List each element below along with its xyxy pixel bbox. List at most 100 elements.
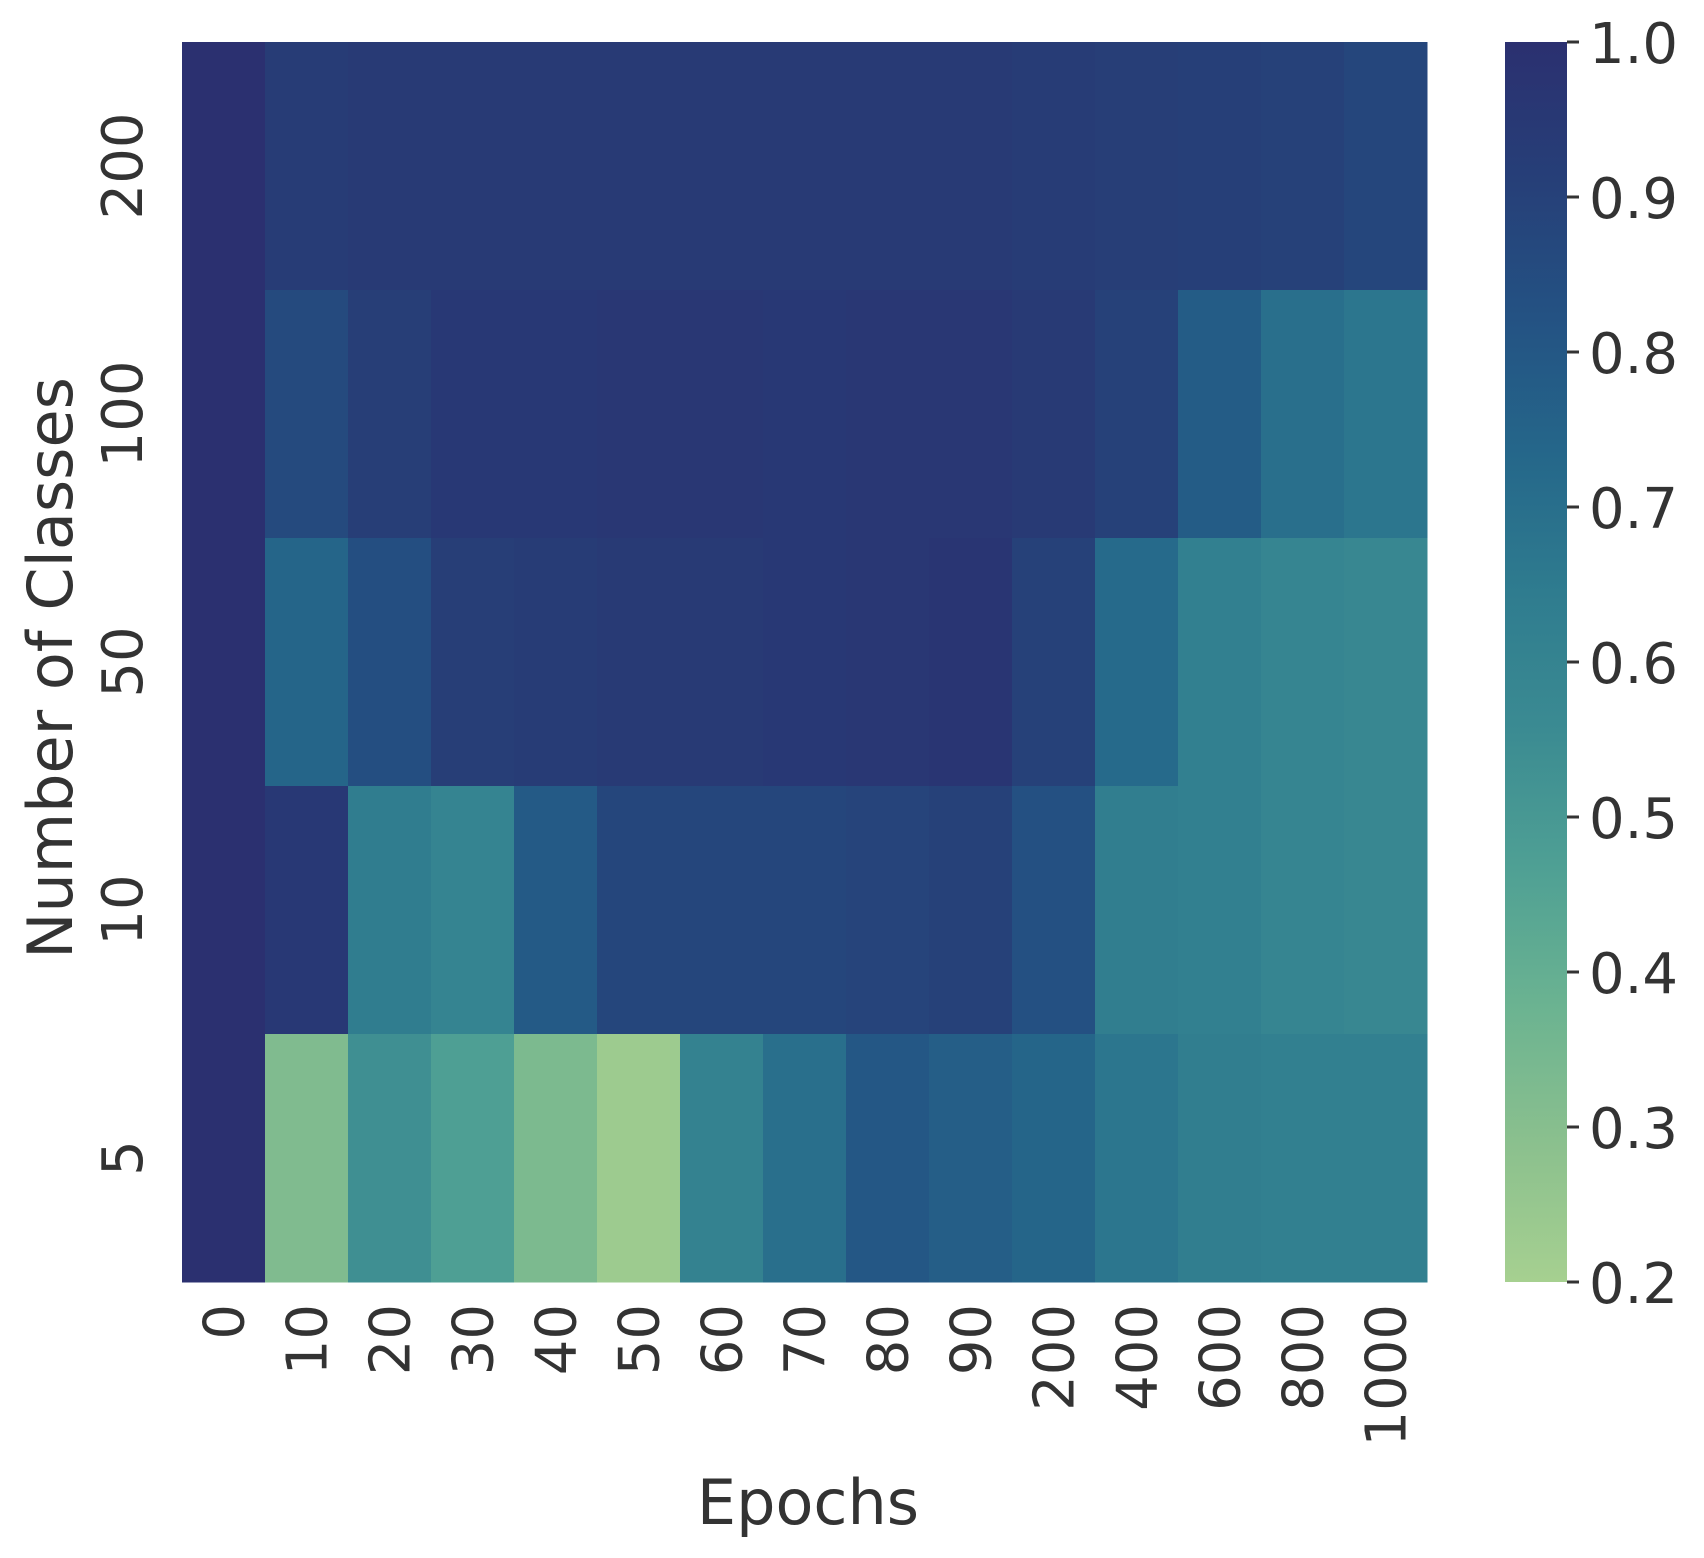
heatmap-cell xyxy=(1344,786,1428,1035)
heatmap-cells xyxy=(182,42,1428,1283)
heatmap-cell xyxy=(1178,538,1262,787)
heatmap-cell xyxy=(680,538,764,787)
colorbar-tick-label: 1.0 xyxy=(1589,12,1678,77)
colorbar-tick-label: 0.4 xyxy=(1589,942,1678,1007)
heatmap-cell xyxy=(182,1034,266,1283)
heatmap-cell xyxy=(680,786,764,1035)
heatmap-cell xyxy=(1012,290,1096,539)
x-tick-label: 60 xyxy=(691,1304,756,1375)
heatmap-cell xyxy=(431,786,515,1035)
x-tick-label: 30 xyxy=(442,1304,507,1375)
heatmap-cell xyxy=(1178,786,1262,1035)
y-tick-label: 10 xyxy=(91,874,156,945)
heatmap-cell xyxy=(1261,786,1345,1035)
heatmap-cell xyxy=(265,42,349,291)
y-tick-label: 100 xyxy=(91,361,156,468)
heatmap-cell xyxy=(431,290,515,539)
x-tick-label: 40 xyxy=(525,1304,590,1375)
heatmap-cell xyxy=(1012,42,1096,291)
x-tick-label: 20 xyxy=(359,1304,424,1375)
colorbar-tick-label: 0.9 xyxy=(1589,167,1678,232)
heatmap-cell xyxy=(763,1034,847,1283)
colorbar-tick-label: 0.6 xyxy=(1589,632,1678,697)
heatmap-cell xyxy=(1178,1034,1262,1283)
colorbar xyxy=(1505,42,1567,1282)
heatmap-cell xyxy=(514,1034,598,1283)
heatmap-cell xyxy=(846,786,930,1035)
heatmap-cell xyxy=(1261,1034,1345,1283)
heatmap-cell xyxy=(1012,1034,1096,1283)
heatmap-cell xyxy=(182,538,266,787)
x-tick-label: 600 xyxy=(1189,1304,1254,1411)
heatmap-cell xyxy=(1344,42,1428,291)
heatmap-cell xyxy=(1261,42,1345,291)
y-tick-label: 200 xyxy=(91,113,156,220)
heatmap-cell xyxy=(846,290,930,539)
colorbar-tick-label: 0.5 xyxy=(1589,787,1678,852)
x-tick-label: 90 xyxy=(940,1304,1005,1375)
x-tick-label: 70 xyxy=(774,1304,839,1375)
colorbar-ticks: 0.2 0.3 0.4 0.5 0.6 0.7 0.8 0.9 1.0 xyxy=(1567,12,1678,1317)
heatmap-cell xyxy=(514,538,598,787)
y-axis-ticks: 200 100 50 10 5 xyxy=(91,113,156,1176)
heatmap-cell xyxy=(680,1034,764,1283)
colorbar-tick-label: 0.3 xyxy=(1589,1097,1678,1162)
heatmap-cell xyxy=(846,42,930,291)
x-tick-label: 80 xyxy=(857,1304,922,1375)
heatmap-cell xyxy=(597,786,681,1035)
heatmap-cell xyxy=(348,290,432,539)
heatmap-cell xyxy=(846,1034,930,1283)
heatmap-cell xyxy=(1095,42,1179,291)
heatmap-cell xyxy=(763,290,847,539)
heatmap-cell xyxy=(1344,290,1428,539)
x-axis-label: Epochs xyxy=(697,1466,919,1539)
heatmap-cell xyxy=(763,538,847,787)
heatmap-cell xyxy=(431,538,515,787)
heatmap-cell xyxy=(1012,538,1096,787)
x-tick-label: 10 xyxy=(276,1304,341,1375)
x-tick-label: 0 xyxy=(193,1304,258,1340)
y-tick-label: 5 xyxy=(91,1140,156,1176)
heatmap-cell xyxy=(1095,1034,1179,1283)
x-axis-ticks: 0 10 20 30 40 50 60 70 80 90 200 400 600 800 1000 xyxy=(193,1304,1420,1447)
heatmap-cell xyxy=(929,290,1013,539)
heatmap-cell xyxy=(431,42,515,291)
heatmap-cell xyxy=(265,290,349,539)
heatmap-cell xyxy=(929,538,1013,787)
heatmap-cell xyxy=(597,290,681,539)
heatmap-cell xyxy=(929,42,1013,291)
heatmap-cell xyxy=(265,786,349,1035)
heatmap-cell xyxy=(182,42,266,291)
heatmap-cell xyxy=(1178,290,1262,539)
heatmap-cell xyxy=(348,538,432,787)
heatmap-cell xyxy=(348,786,432,1035)
heatmap-cell xyxy=(182,290,266,539)
heatmap-cell xyxy=(680,42,764,291)
heatmap-cell xyxy=(514,290,598,539)
heatmap-cell xyxy=(1095,290,1179,539)
colorbar-tick-label: 0.8 xyxy=(1589,322,1678,387)
heatmap-cell xyxy=(431,1034,515,1283)
x-tick-label: 400 xyxy=(1106,1304,1171,1411)
heatmap-cell xyxy=(929,1034,1013,1283)
heatmap-cell xyxy=(514,786,598,1035)
heatmap-cell xyxy=(680,290,764,539)
heatmap-cell xyxy=(514,42,598,291)
heatmap-cell xyxy=(846,538,930,787)
colorbar-tick-label: 0.2 xyxy=(1589,1252,1678,1317)
y-tick-label: 50 xyxy=(91,626,156,697)
heatmap-cell xyxy=(1178,42,1262,291)
heatmap-cell xyxy=(929,786,1013,1035)
y-axis-label: Number of Classes xyxy=(14,377,87,959)
heatmap-cell xyxy=(763,42,847,291)
heatmap-cell xyxy=(1095,786,1179,1035)
heatmap-cell xyxy=(182,786,266,1035)
x-tick-label: 1000 xyxy=(1355,1304,1420,1447)
heatmap-cell xyxy=(597,1034,681,1283)
heatmap-cell xyxy=(265,1034,349,1283)
heatmap-cell xyxy=(1012,786,1096,1035)
colorbar-tick-label: 0.7 xyxy=(1589,477,1678,542)
heatmap-cell xyxy=(1095,538,1179,787)
